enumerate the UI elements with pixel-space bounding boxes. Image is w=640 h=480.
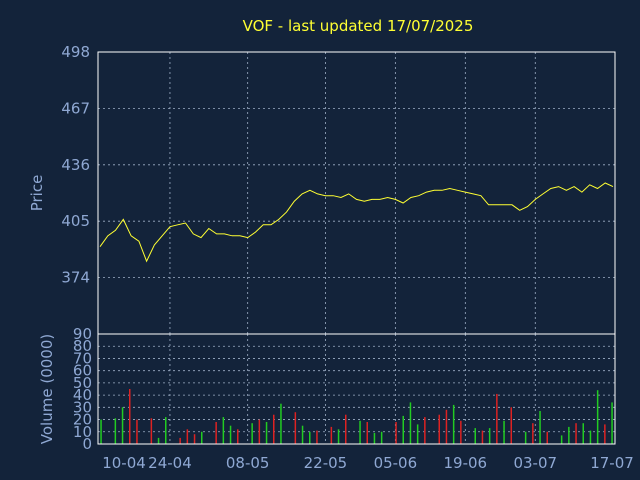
x-tick-label: 05-06: [374, 454, 418, 472]
volume-bar: [532, 423, 534, 444]
volume-bar: [186, 429, 189, 444]
volume-bar: [503, 420, 505, 444]
volume-bar: [121, 407, 124, 444]
volume-bars: [100, 389, 613, 444]
volume-bar: [316, 430, 318, 444]
price-y-tick-label: 467: [61, 99, 90, 117]
volume-bar: [100, 419, 102, 444]
volume-bar: [604, 424, 606, 444]
volume-bar: [452, 404, 455, 444]
volume-bar: [258, 419, 261, 444]
price-y-tick-labels: 498 467 436 405 374: [61, 43, 90, 287]
volume-bar: [424, 417, 426, 444]
volume-bar: [280, 403, 282, 444]
volume-y-tick-label: 50: [73, 374, 92, 392]
volume-bar: [201, 431, 203, 444]
x-tick-labels: 10-04 24-04 08-05 22-05 05-06 19-06 03-07 17-07: [102, 454, 634, 472]
volume-y-tick-label: 20: [73, 411, 92, 429]
volume-bar: [611, 402, 613, 444]
price-y-tick-label: 436: [61, 156, 90, 174]
volume-bar: [596, 390, 599, 444]
volume-bar: [114, 418, 117, 444]
volume-bar: [366, 422, 368, 444]
volume-bar: [438, 414, 440, 444]
volume-bar: [251, 423, 253, 444]
volume-bar: [129, 389, 131, 444]
volume-bar: [136, 419, 138, 444]
price-grid: [98, 51, 615, 444]
volume-bar: [474, 428, 476, 444]
volume-bar: [402, 415, 404, 444]
volume-bar: [150, 418, 153, 444]
volume-bar: [496, 393, 498, 444]
volume-bar: [416, 424, 419, 444]
price-series-line: [99, 182, 614, 263]
volume-bar: [575, 423, 577, 444]
volume-bar: [560, 435, 563, 444]
volume-bar: [524, 431, 527, 444]
volume-y-tick-label: 60: [73, 362, 92, 380]
volume-bar: [481, 430, 484, 444]
volume-y-tick-label: 40: [73, 386, 92, 404]
volume-bar: [229, 425, 232, 444]
price-axis-label: Price: [28, 175, 46, 212]
volume-bar: [222, 417, 225, 444]
volume-bar: [460, 420, 462, 444]
x-tick-label: 17-07: [590, 454, 634, 472]
volume-y-tick-label: 70: [73, 349, 92, 367]
volume-bar: [273, 414, 275, 444]
volume-bar: [373, 433, 376, 444]
volume-y-tick-label: 80: [73, 337, 92, 355]
volume-bar: [337, 429, 340, 444]
price-y-tick-label: 498: [61, 43, 90, 61]
volume-bar: [265, 422, 268, 444]
price-y-tick-label: 374: [61, 269, 90, 287]
volume-y-tick-label: 30: [73, 398, 92, 416]
volume-bar: [294, 412, 297, 444]
volume-bar: [309, 431, 311, 444]
volume-y-tick-label: 10: [73, 423, 92, 441]
volume-y-tick-label: 90: [73, 325, 92, 343]
volume-bar: [409, 402, 412, 444]
price-y-tick-label: 405: [61, 212, 90, 230]
volume-y-tick-label: 0: [82, 435, 92, 453]
volume-bar: [237, 429, 239, 444]
x-tick-label: 22-05: [304, 454, 348, 472]
volume-bar: [330, 426, 333, 444]
volume-bar: [359, 420, 361, 444]
volume-bar: [445, 409, 448, 444]
x-tick-label: 10-04: [102, 454, 146, 472]
volume-bar: [539, 411, 541, 444]
volume-bar: [345, 414, 347, 444]
volume-bar: [179, 437, 181, 444]
volume-bar: [193, 434, 196, 444]
price-line-layer: [99, 182, 614, 263]
volume-grid: [98, 345, 615, 433]
x-tick-label: 03-07: [513, 454, 557, 472]
volume-bar: [215, 422, 217, 444]
chart-title: VOF - last updated 17/07/2025: [243, 17, 474, 35]
volume-bar: [582, 423, 584, 444]
volume-bar: [589, 430, 592, 444]
volume-bar: [157, 437, 160, 444]
volume-bar: [546, 431, 548, 444]
volume-bar: [510, 407, 512, 444]
volume-bar: [301, 425, 304, 444]
x-tick-label: 08-05: [226, 454, 270, 472]
volume-bar: [380, 431, 383, 444]
volume-bar: [488, 428, 491, 444]
volume-bar: [395, 422, 397, 444]
x-tick-label: 19-06: [444, 454, 488, 472]
volume-axis-label: Volume (0000): [38, 334, 56, 444]
x-tick-label: 24-04: [148, 454, 192, 472]
volume-panel-frame: [97, 333, 616, 445]
volume-bar: [165, 417, 167, 444]
volume-bar: [568, 426, 570, 444]
